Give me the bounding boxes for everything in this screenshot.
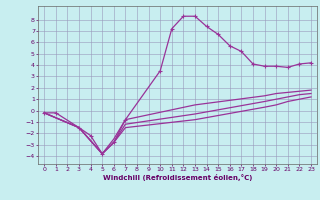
X-axis label: Windchill (Refroidissement éolien,°C): Windchill (Refroidissement éolien,°C)	[103, 174, 252, 181]
